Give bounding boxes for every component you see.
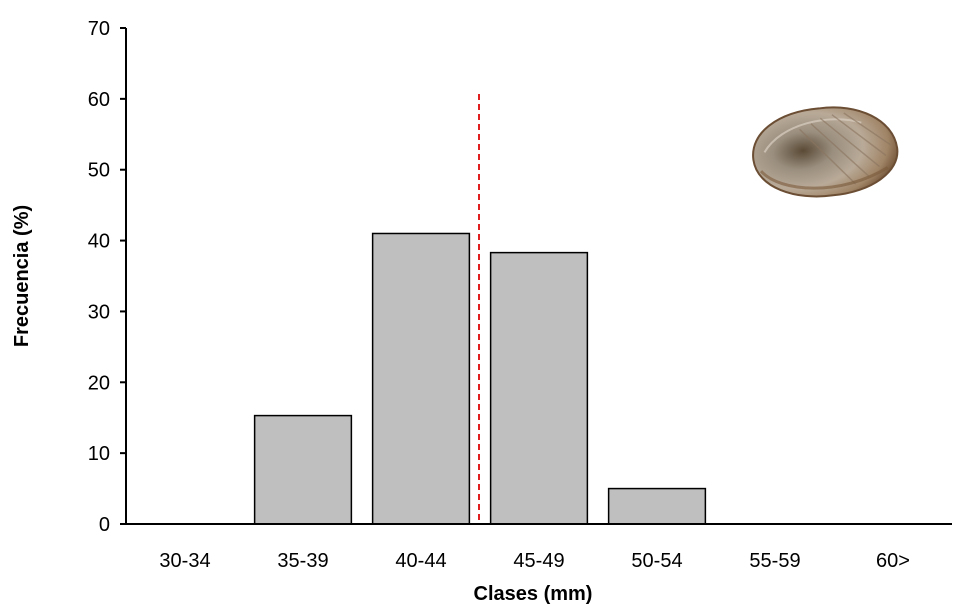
shell-image: [752, 106, 899, 198]
y-tick-label: 0: [99, 514, 110, 536]
x-tick-label: 40-44: [395, 550, 446, 572]
x-axis-ticks: 30-34 35-39 40-44 45-49 50-54 55-59 60>: [159, 550, 910, 572]
x-tick-label: 35-39: [277, 550, 328, 572]
y-tick-label: 50: [88, 160, 110, 182]
x-tick-label: 30-34: [159, 550, 210, 572]
x-tick-label: 55-59: [749, 550, 800, 572]
x-axis-title: Clases (mm): [474, 583, 593, 605]
bars-group: [253, 232, 707, 525]
y-tick-label: 40: [88, 231, 110, 253]
bar-45-49: [489, 251, 589, 525]
y-tick-label: 70: [88, 18, 110, 40]
y-tick-label: 10: [88, 443, 110, 465]
bar-35-39: [253, 414, 353, 525]
bar-50-54: [607, 487, 707, 525]
y-tick-label: 30: [88, 301, 110, 323]
x-tick-label: 50-54: [631, 550, 682, 572]
y-tick-label: 20: [88, 372, 110, 394]
y-tick-label: 60: [88, 89, 110, 111]
x-tick-label: 45-49: [513, 550, 564, 572]
y-axis-ticks: 0 10 20 30 40 50 60 70: [88, 18, 126, 536]
x-tick-label: 60>: [876, 550, 910, 572]
y-axis-title: Frecuencia (%): [11, 205, 33, 347]
bar-40-44: [371, 232, 471, 525]
